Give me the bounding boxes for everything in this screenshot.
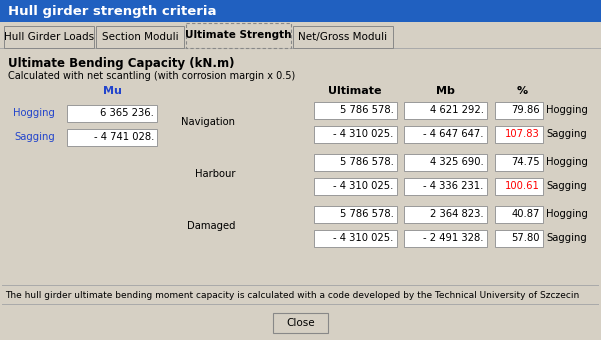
Bar xyxy=(314,102,397,119)
Text: 2 364 823.: 2 364 823. xyxy=(430,209,483,219)
Text: 100.61: 100.61 xyxy=(505,181,540,191)
Text: Hogging: Hogging xyxy=(546,209,588,219)
Text: 5 786 578.: 5 786 578. xyxy=(340,105,394,115)
Bar xyxy=(495,153,543,170)
Bar xyxy=(0,285,601,305)
Bar xyxy=(0,305,601,340)
Text: %: % xyxy=(516,86,528,96)
Text: - 4 647 647.: - 4 647 647. xyxy=(423,129,483,139)
Bar xyxy=(4,26,94,48)
Bar xyxy=(0,0,601,22)
Bar xyxy=(314,177,397,194)
Text: Sagging: Sagging xyxy=(546,181,587,191)
Text: Hogging: Hogging xyxy=(13,108,55,118)
Text: - 4 310 025.: - 4 310 025. xyxy=(333,181,394,191)
Bar xyxy=(403,230,486,246)
Bar xyxy=(403,177,486,194)
Bar xyxy=(495,102,543,119)
Text: Close: Close xyxy=(286,318,315,327)
Text: Sagging: Sagging xyxy=(546,129,587,139)
Text: - 2 491 328.: - 2 491 328. xyxy=(423,233,483,243)
Text: - 4 741 028.: - 4 741 028. xyxy=(94,132,154,142)
Bar xyxy=(186,23,291,48)
Text: - 4 310 025.: - 4 310 025. xyxy=(333,233,394,243)
Bar xyxy=(293,26,393,48)
Bar xyxy=(67,104,157,121)
Text: Mu: Mu xyxy=(103,86,121,96)
Bar xyxy=(495,177,543,194)
Text: Navigation: Navigation xyxy=(181,117,235,127)
Bar xyxy=(273,312,328,333)
Text: 5 786 578.: 5 786 578. xyxy=(340,209,394,219)
Text: Ultimate Strength: Ultimate Strength xyxy=(185,31,291,40)
Text: The hull girder ultimate bending moment capacity is calculated with a code devel: The hull girder ultimate bending moment … xyxy=(5,290,579,300)
Text: 4 325 690.: 4 325 690. xyxy=(430,157,483,167)
Text: - 4 336 231.: - 4 336 231. xyxy=(423,181,483,191)
Text: Damaged: Damaged xyxy=(186,221,235,231)
Text: - 4 310 025.: - 4 310 025. xyxy=(333,129,394,139)
Bar xyxy=(314,153,397,170)
Text: Section Moduli: Section Moduli xyxy=(102,32,178,42)
Text: 74.75: 74.75 xyxy=(511,157,540,167)
Bar xyxy=(495,125,543,142)
Text: Harbour: Harbour xyxy=(195,169,235,179)
Bar xyxy=(495,230,543,246)
Text: Hogging: Hogging xyxy=(546,157,588,167)
Text: Ultimate: Ultimate xyxy=(328,86,382,96)
Bar xyxy=(67,129,157,146)
Text: Hogging: Hogging xyxy=(546,105,588,115)
Text: Hull Girder Loads: Hull Girder Loads xyxy=(4,32,94,42)
Bar xyxy=(2,285,599,286)
Text: Sagging: Sagging xyxy=(546,233,587,243)
Bar xyxy=(0,49,601,285)
Bar xyxy=(2,304,599,305)
Text: Ultimate Bending Capacity (kN.m): Ultimate Bending Capacity (kN.m) xyxy=(8,56,234,69)
Text: 57.80: 57.80 xyxy=(511,233,540,243)
Bar xyxy=(403,125,486,142)
Text: 6 365 236.: 6 365 236. xyxy=(100,108,154,118)
Bar xyxy=(403,153,486,170)
Text: 107.83: 107.83 xyxy=(505,129,540,139)
Bar xyxy=(495,205,543,222)
Text: 4 621 292.: 4 621 292. xyxy=(430,105,483,115)
Bar xyxy=(287,328,293,329)
Text: Calculated with net scantling (with corrosion margin x 0.5): Calculated with net scantling (with corr… xyxy=(8,71,295,81)
Text: Mb: Mb xyxy=(436,86,454,96)
Text: 79.86: 79.86 xyxy=(511,105,540,115)
Bar xyxy=(0,48,601,49)
Text: Net/Gross Moduli: Net/Gross Moduli xyxy=(299,32,388,42)
Text: Hull girder strength criteria: Hull girder strength criteria xyxy=(8,4,216,17)
Text: 40.87: 40.87 xyxy=(511,209,540,219)
Bar xyxy=(314,205,397,222)
Bar xyxy=(403,205,486,222)
Bar xyxy=(96,26,184,48)
Bar xyxy=(314,230,397,246)
Bar xyxy=(314,125,397,142)
Text: 5 786 578.: 5 786 578. xyxy=(340,157,394,167)
Bar xyxy=(403,102,486,119)
Text: Sagging: Sagging xyxy=(14,132,55,142)
